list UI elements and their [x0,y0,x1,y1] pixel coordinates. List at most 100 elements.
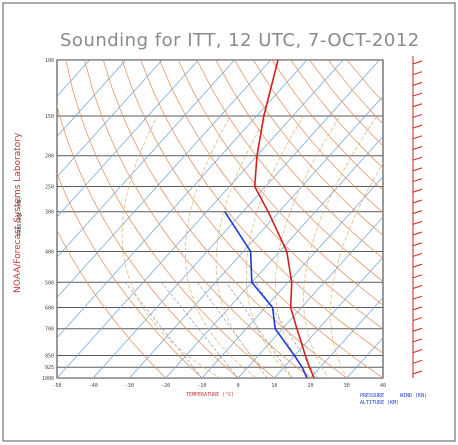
isotherm-10 [274,256,383,378]
dry-adiabat-60 [159,60,383,330]
dry-adiabat-10 [65,60,275,378]
wind-barb [412,92,423,97]
isotherm--70 [57,60,272,299]
wind-barb [412,81,423,86]
wind-barb [412,274,423,279]
y-tick-label: 250 [45,185,54,191]
wind-barb [412,306,423,311]
wind-barb [412,156,423,161]
wind-barb [412,242,423,247]
dry-adiabat-0 [57,104,239,378]
moist-adiabat-25 [303,115,377,378]
wind-barb [412,135,423,140]
isotherm--90 [57,60,199,218]
wind-barb [412,167,423,172]
isotherm--20 [165,135,383,378]
wind-barb [412,113,423,118]
isotherm--10 [201,176,383,378]
wind-barb [412,295,423,300]
chart-title: Sounding for ITT, 12 UTC, 7-OCT-2012 [60,30,420,51]
mixing-ratio-line-3 [226,282,293,378]
x-tick-label: 20 [308,383,314,389]
right-label-pressure: PRESSURE [360,393,385,399]
wind-barb [412,359,423,364]
dry-adiabat-30 [102,60,348,378]
wind-barb [412,370,423,375]
moist-adiabat-30 [330,162,383,378]
wind-barb [412,263,423,268]
y-tick-label: 200 [45,154,54,160]
wind-barb [412,60,423,65]
y-tick-label: 500 [45,280,54,286]
dry-adiabat-50 [140,60,383,354]
mixing-ratio-line-1 [161,282,239,378]
x-tick-label: 0 [237,383,240,389]
dry-adiabat-160 [346,60,383,103]
x-tick-label: -30 [125,383,134,389]
isotherm--30 [129,95,383,378]
isotherm-0 [237,216,383,378]
y-tick-label: 400 [45,249,54,255]
wind-barb [412,199,423,204]
wind-barb [412,285,423,289]
isotherm--80 [57,60,235,258]
x-tick-label: -20 [161,383,170,389]
y-tick-label: 850 [45,354,54,360]
dry-adiabat-110 [253,60,383,214]
isotherm--110 [57,60,127,138]
wind-barb [412,338,423,343]
wind-barb [412,210,423,215]
x-tick-label: 30 [344,383,350,389]
temperature-profile [253,60,315,378]
y-tick-label: 925 [45,365,54,371]
y-tick-label: 600 [45,305,54,311]
moist-adiabat--5 [121,115,221,378]
wind-barb [412,146,423,150]
x-tick-label: 40 [380,383,386,389]
x-tick-label: -40 [89,383,98,389]
dry-adiabat--20 [57,229,167,378]
wind-barb [412,220,423,225]
moist-adiabat-5 [185,115,257,378]
plot-border [56,59,384,379]
moist-adiabat-10 [215,115,275,378]
wind-barb [412,124,423,129]
moist-adiabat-20 [275,115,341,378]
x-tick-label: -50 [52,383,61,389]
y-tick-label: 100 [45,58,54,64]
x-tick-label: -10 [197,383,206,389]
wind-barb [412,252,423,257]
dry-adiabat-80 [196,60,383,282]
wind-barb [412,317,423,322]
dry-adiabat-70 [177,60,383,306]
wind-barb [412,71,423,76]
x-axis-label: TEMPERATURE (°C) [186,392,235,398]
wind-barb [412,349,423,354]
dry-adiabat-90 [215,60,383,259]
isotherm--60 [57,60,308,339]
dewpoint-profile [224,211,308,378]
dry-adiabat--10 [57,172,203,378]
x-tick-label: 10 [271,383,277,389]
wind-barb [412,327,423,332]
right-label-altitude: ALTITUDE (KM) [360,400,400,406]
y-tick-label: 700 [45,327,54,333]
dry-adiabat-100 [234,60,383,236]
y-tick-label: 300 [45,210,54,216]
dry-adiabat-40 [121,60,383,378]
isotherm--40 [92,60,380,378]
right-label-wind: WIND (KN) [400,393,428,399]
dry-adiabat-140 [309,60,383,147]
wind-barb [412,103,423,108]
wind-barb [412,231,423,236]
moist-adiabat-15 [245,115,304,378]
wind-barb [412,188,423,193]
dry-adiabat-20 [84,60,312,378]
y-tick-label: 1000 [42,376,54,382]
isotherm--50 [57,60,344,378]
mixing-ratio-line-2 [197,282,268,378]
wind-barb [412,178,423,183]
isotherm--100 [57,60,163,178]
